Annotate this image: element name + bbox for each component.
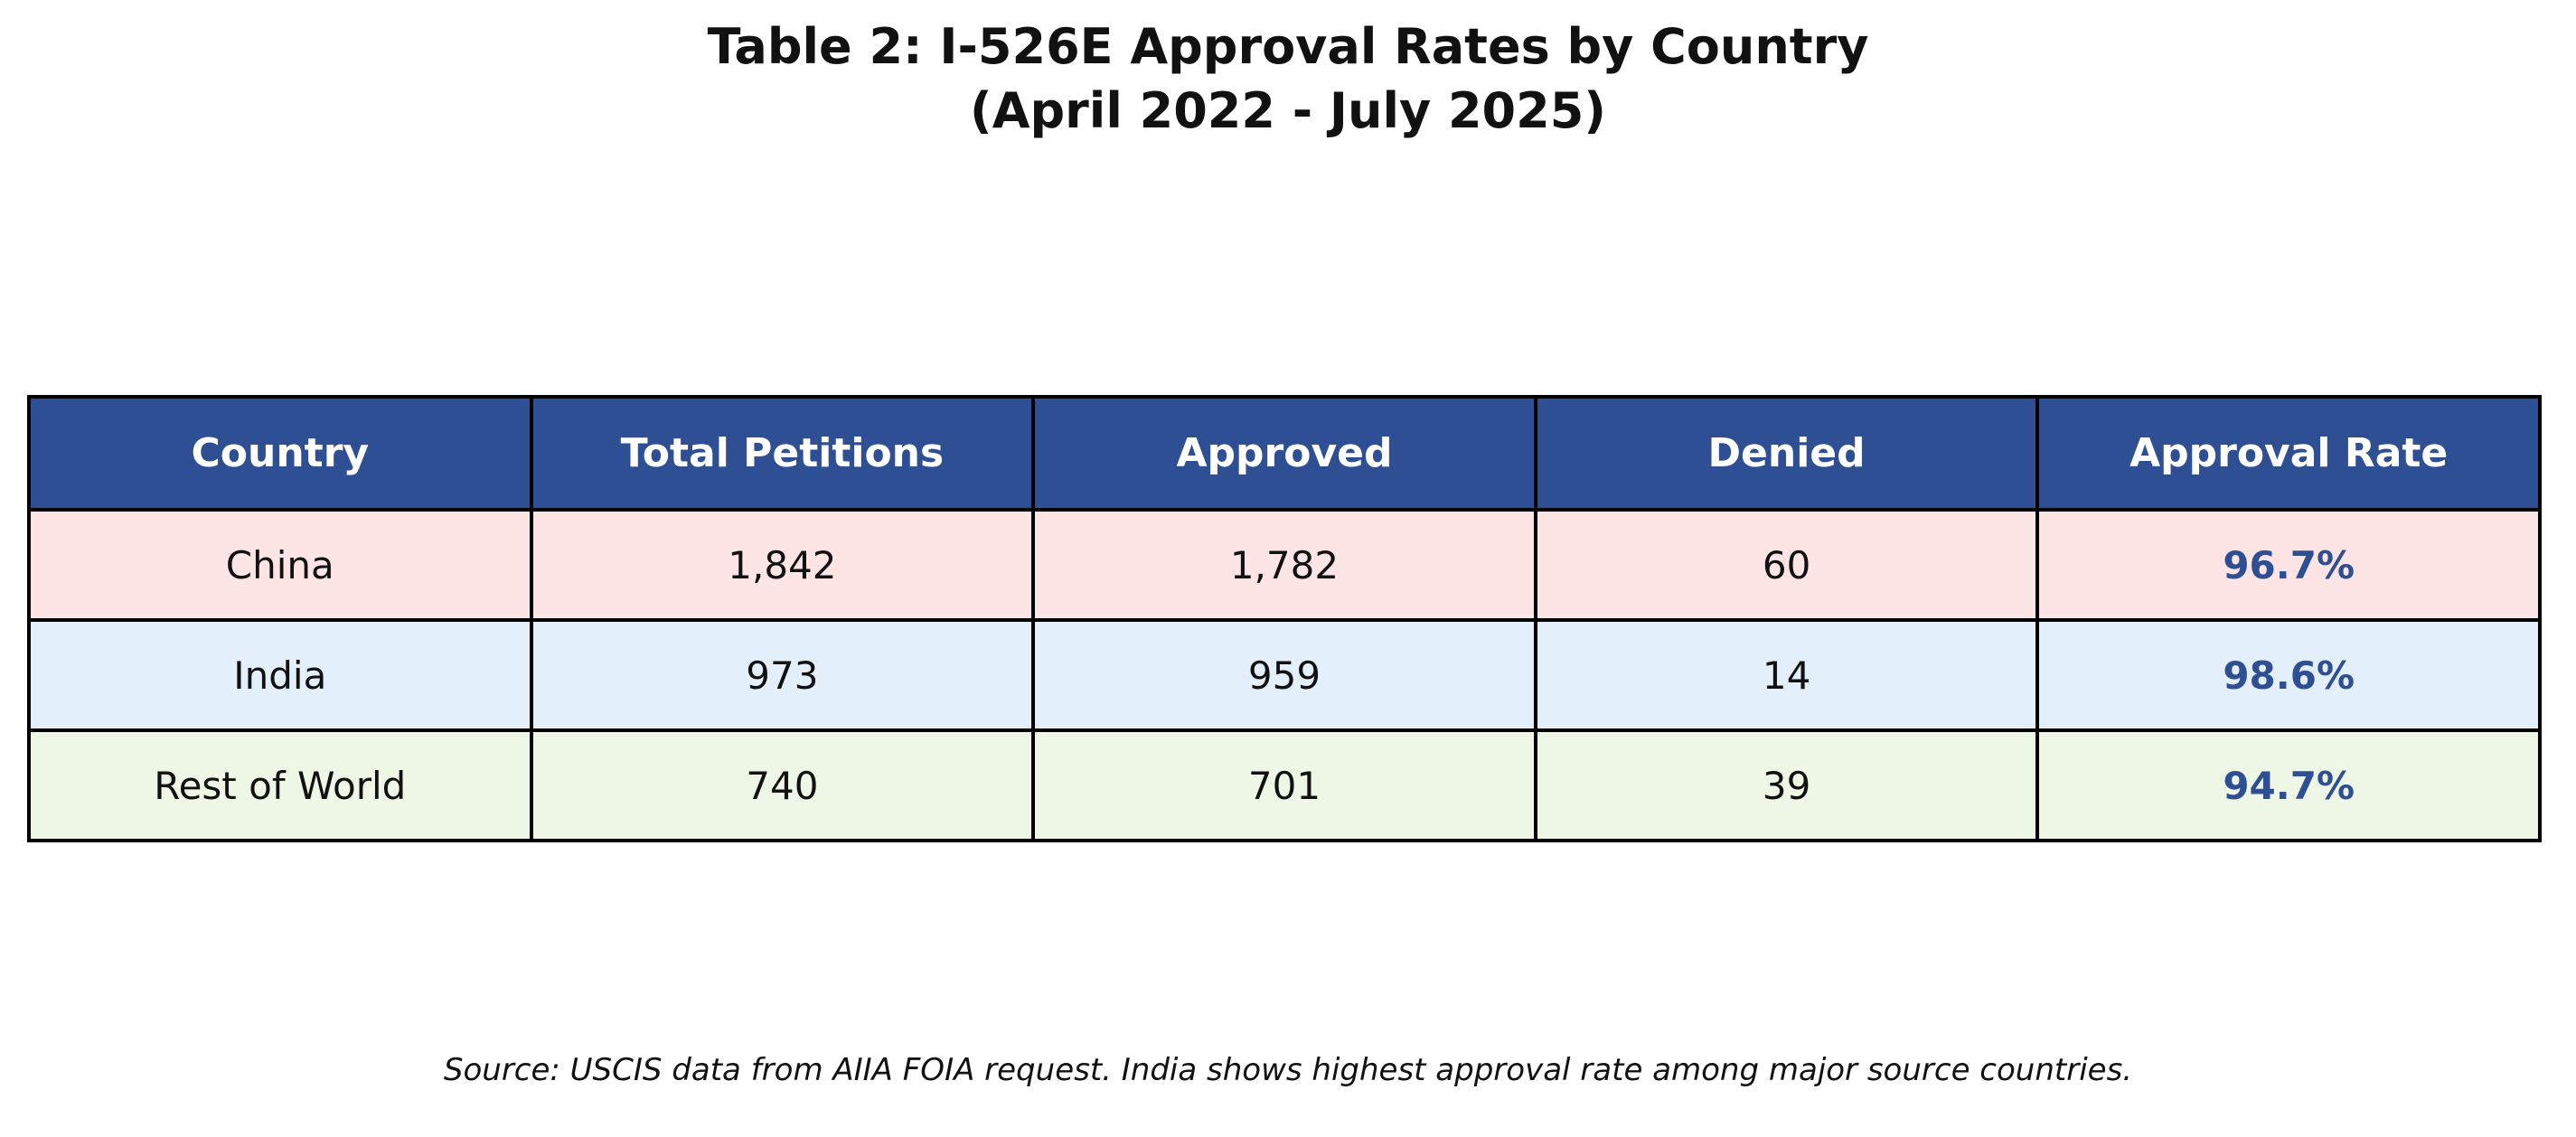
cell-country: India xyxy=(27,618,533,732)
cell-total-petitions: 973 xyxy=(529,618,1036,732)
source-caption: Source: USCIS data from AIIA FOIA reques… xyxy=(443,1052,2133,1088)
cell-approved: 1,782 xyxy=(1031,508,1537,622)
cell-approval-rate: 96.7% xyxy=(2035,508,2542,622)
table-row-india: India 973 959 14 98.6% xyxy=(27,618,2542,732)
header-country: Country xyxy=(27,395,533,512)
header-approved: Approved xyxy=(1031,395,1537,512)
title-line-2: (April 2022 - July 2025) xyxy=(970,82,1606,140)
cell-approval-rate: 94.7% xyxy=(2035,728,2542,842)
cell-denied: 39 xyxy=(1533,728,2040,842)
cell-denied: 60 xyxy=(1533,508,2040,622)
cell-country: China xyxy=(27,508,533,622)
header-approval-rate: Approval Rate xyxy=(2035,395,2542,512)
cell-country: Rest of World xyxy=(27,728,533,842)
figure-title: Table 2: I-526E Approval Rates by Countr… xyxy=(0,14,2576,144)
approval-rates-table: Country Total Petitions Approved Denied … xyxy=(27,395,2542,842)
cell-denied: 14 xyxy=(1533,618,2040,732)
cell-approved: 959 xyxy=(1031,618,1537,732)
cell-approval-rate: 98.6% xyxy=(2035,618,2542,732)
cell-approved: 701 xyxy=(1031,728,1537,842)
cell-total-petitions: 1,842 xyxy=(529,508,1036,622)
table-row-rest-of-world: Rest of World 740 701 39 94.7% xyxy=(27,728,2542,842)
table-row-china: China 1,842 1,782 60 96.7% xyxy=(27,508,2542,622)
header-row: Country Total Petitions Approved Denied … xyxy=(27,395,2542,512)
header-total-petitions: Total Petitions xyxy=(529,395,1036,512)
cell-total-petitions: 740 xyxy=(529,728,1036,842)
title-line-1: Table 2: I-526E Approval Rates by Countr… xyxy=(707,18,1869,75)
header-denied: Denied xyxy=(1533,395,2040,512)
